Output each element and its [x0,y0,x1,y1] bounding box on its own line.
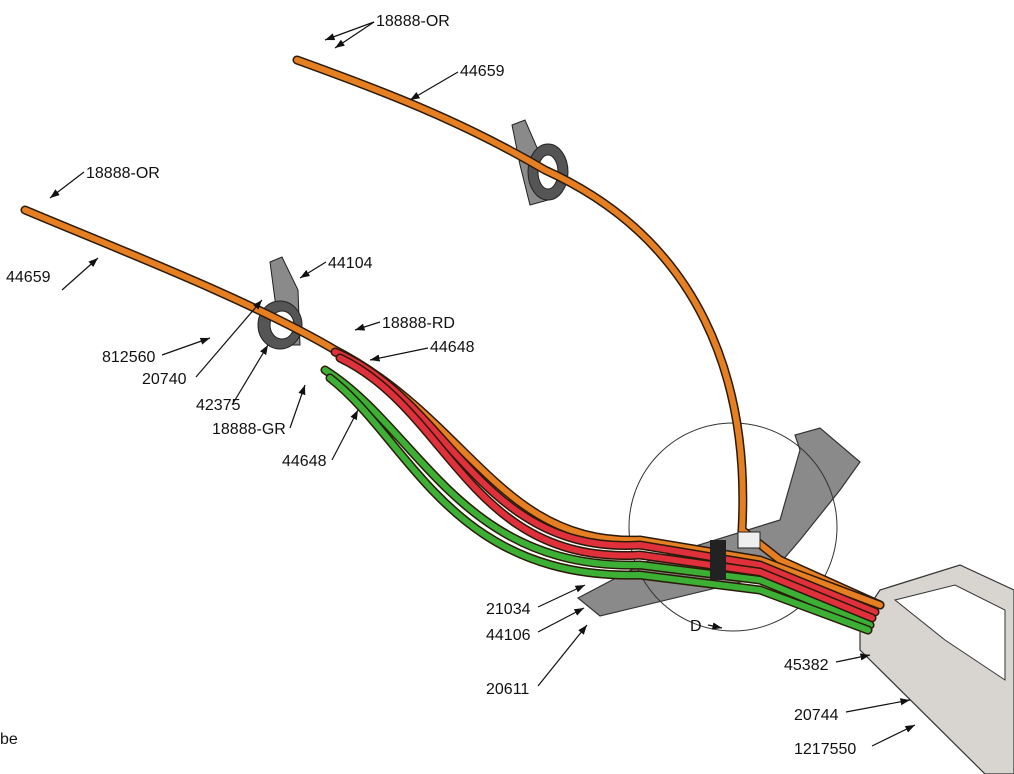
drawing [25,22,1014,774]
part-label: 21034 [486,601,531,618]
part-label: 18888-GR [212,421,286,438]
part-label: 20744 [794,707,839,724]
part-label: 44659 [6,269,51,286]
part-label: 812560 [102,349,155,366]
part-label: 44659 [460,63,505,80]
part-label: 20611 [486,681,529,698]
part-label: 20740 [142,371,187,388]
part-label: 1217550 [794,741,856,758]
diagram: 18888-OR 44659 18888-OR 44659 44104 1888… [0,0,1014,774]
part-label: 18888-OR [376,13,450,30]
part-label: 42375 [196,397,241,414]
part-label: 45382 [784,657,829,674]
part-label: 44104 [328,255,373,272]
part-label: 18888-RD [382,315,455,332]
part-label: 18888-OR [86,165,160,182]
part-label: 44648 [430,339,475,356]
cut-text: be [0,731,18,748]
part-label: 44106 [486,627,531,644]
detail-label: D [690,618,702,635]
part-label: 44648 [282,453,327,470]
